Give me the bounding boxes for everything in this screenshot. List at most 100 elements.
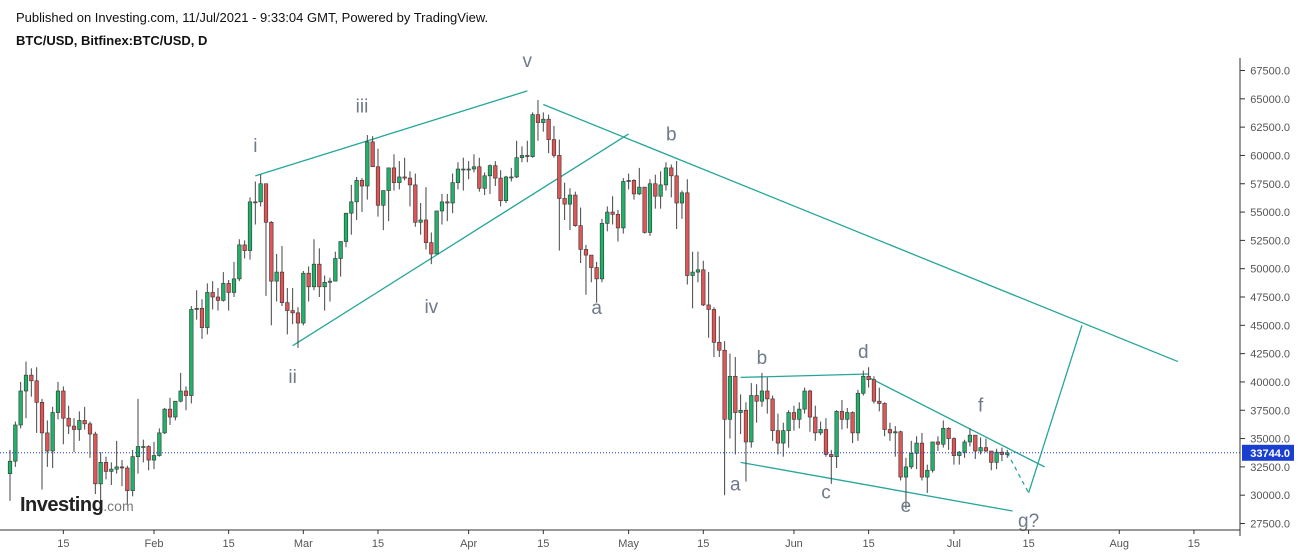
candle bbox=[311, 239, 317, 291]
candle-body-up bbox=[471, 166, 477, 170]
candle-body-down bbox=[669, 167, 674, 177]
candle-body-up bbox=[354, 180, 359, 203]
y-tick-label: 62500.0 bbox=[1250, 122, 1290, 134]
candle-body-down bbox=[743, 409, 749, 443]
candle-body-down bbox=[551, 139, 557, 156]
candle bbox=[717, 316, 722, 358]
candle bbox=[327, 277, 333, 302]
candle-body-down bbox=[34, 380, 39, 403]
y-tick-label: 30000.0 bbox=[1250, 490, 1290, 502]
candle bbox=[98, 452, 103, 509]
candle bbox=[167, 397, 173, 425]
candle-body-up bbox=[941, 428, 946, 445]
candle bbox=[471, 154, 477, 173]
candle-body-down bbox=[685, 192, 690, 276]
trendline[interactable] bbox=[740, 373, 869, 379]
candle bbox=[258, 174, 263, 207]
candle bbox=[791, 405, 797, 431]
x-tick-label: Jun bbox=[785, 538, 803, 550]
wave-label: e bbox=[901, 496, 912, 517]
candle bbox=[445, 193, 450, 222]
candle-body-up bbox=[333, 258, 338, 282]
candle bbox=[295, 307, 301, 348]
candle-body-down bbox=[807, 390, 813, 418]
candle-body-up bbox=[461, 168, 466, 171]
trendline[interactable] bbox=[543, 103, 1179, 363]
candle-body-down bbox=[775, 430, 781, 444]
candle bbox=[247, 197, 253, 260]
investing-logo[interactable]: Investing.com bbox=[20, 494, 134, 517]
candle bbox=[546, 114, 551, 154]
candle bbox=[743, 402, 749, 482]
candle bbox=[994, 448, 999, 470]
candle bbox=[279, 246, 285, 307]
candle bbox=[797, 402, 802, 429]
candle bbox=[493, 161, 498, 187]
trendline[interactable] bbox=[292, 133, 629, 347]
candle bbox=[215, 287, 221, 311]
candle-body-up bbox=[893, 431, 898, 434]
candle bbox=[418, 203, 423, 235]
candle-body-up bbox=[231, 278, 237, 293]
candle bbox=[973, 434, 978, 459]
candle bbox=[375, 148, 381, 217]
trendline[interactable] bbox=[740, 461, 1013, 512]
candle-body-up bbox=[338, 241, 343, 259]
candle-body-down bbox=[317, 263, 322, 288]
candle-body-down bbox=[375, 166, 381, 206]
candle-body-down bbox=[989, 450, 994, 463]
candle bbox=[189, 306, 194, 404]
candle bbox=[573, 191, 578, 227]
candle-body-up bbox=[509, 176, 514, 179]
candle-body-up bbox=[162, 408, 167, 434]
candle bbox=[55, 381, 61, 420]
candle bbox=[898, 430, 903, 481]
trendline[interactable] bbox=[868, 376, 1045, 468]
candle bbox=[333, 251, 338, 282]
trendline[interactable] bbox=[1006, 452, 1030, 494]
candle bbox=[226, 280, 231, 311]
candle-body-up bbox=[621, 181, 626, 229]
candle-body-up bbox=[994, 451, 999, 463]
candle bbox=[919, 432, 925, 481]
candle-body-up bbox=[365, 141, 370, 187]
candle-body-up bbox=[327, 280, 333, 283]
candle-body-up bbox=[903, 466, 909, 478]
candle bbox=[183, 386, 189, 411]
candle bbox=[610, 196, 615, 225]
candle bbox=[770, 395, 775, 441]
candle-body-up bbox=[418, 219, 423, 223]
y-tick-label: 55000.0 bbox=[1250, 207, 1290, 219]
candle bbox=[658, 171, 663, 209]
candle bbox=[317, 248, 322, 297]
candle-body-up bbox=[530, 114, 535, 157]
candle-body-up bbox=[679, 192, 685, 204]
candle bbox=[173, 400, 178, 421]
candle-body-down bbox=[594, 267, 599, 280]
candle bbox=[957, 451, 962, 465]
candle-body-up bbox=[541, 118, 546, 123]
candle bbox=[914, 436, 919, 470]
candle-body-down bbox=[402, 176, 407, 179]
candle-body-down bbox=[589, 254, 594, 268]
candle-body-up bbox=[802, 390, 807, 410]
candle bbox=[162, 407, 167, 435]
candle-body-down bbox=[103, 462, 109, 472]
candle-body-up bbox=[274, 271, 279, 282]
candle-body-down bbox=[951, 438, 957, 456]
trendline[interactable] bbox=[255, 90, 528, 177]
y-tick-label: 52500.0 bbox=[1250, 235, 1290, 247]
x-tick-label: 15 bbox=[223, 538, 235, 550]
candle-body-up bbox=[727, 375, 733, 420]
candle-body-up bbox=[466, 168, 471, 171]
candle bbox=[839, 400, 845, 430]
trendline[interactable] bbox=[1027, 325, 1083, 494]
candle bbox=[61, 386, 66, 445]
candle-body-up bbox=[626, 180, 631, 182]
candle bbox=[423, 187, 429, 250]
candle-body-down bbox=[983, 447, 989, 452]
axes: 27500.0 30000.0 32500.0 35000.0 37500.0 40000… bbox=[0, 58, 1294, 550]
candle bbox=[18, 381, 23, 429]
candle bbox=[354, 176, 359, 220]
